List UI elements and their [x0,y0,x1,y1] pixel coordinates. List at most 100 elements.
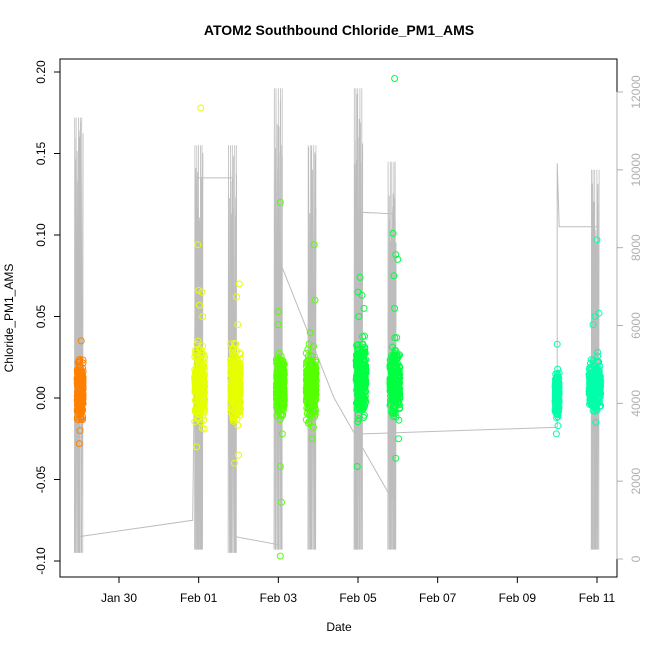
data-point [361,373,369,381]
data-point [235,369,243,377]
data-point [276,416,284,423]
data-point [73,406,81,414]
y-tick-label: -0.05 [34,466,48,494]
data-point [305,418,313,426]
data-point [392,386,400,394]
data-point-outlier [196,301,203,309]
data-point-outlier [199,313,207,320]
data-point [231,367,239,375]
right-tick-label: 8000 [629,234,643,261]
data-point [388,395,396,403]
data-point [396,401,403,409]
data-point [228,405,235,413]
data-point [355,349,363,357]
data-point [388,356,396,364]
data-point [387,358,395,365]
data-point [280,380,288,388]
secondary-line-path [79,163,599,546]
data-point [360,413,368,421]
right-tick-label: 0 [629,555,643,562]
data-point [74,409,82,417]
data-point [231,385,238,393]
data-point [195,376,203,384]
data-point [273,387,281,395]
data-point [274,400,281,408]
plot-frame [59,58,618,578]
data-point-outlier [234,321,242,329]
data-point [594,379,602,387]
data-point [197,356,204,364]
data-point-outlier [278,498,285,506]
data-point [276,391,284,399]
x-tick-label: Feb 07 [419,591,457,605]
right-tick-label: 2000 [629,467,643,494]
data-point [362,388,370,395]
data-point-outlier [593,236,601,244]
data-point-outlier [197,104,205,112]
data-point [75,358,83,366]
data-point-outlier [193,443,201,451]
data-point [201,354,209,362]
data-point [200,384,208,392]
right-tick-label: 4000 [629,390,643,417]
data-point-outlier [233,293,240,301]
data-point [228,394,236,402]
data-point [554,393,562,401]
data-point-outlier [276,552,284,560]
data-point [236,355,244,363]
data-point [356,368,364,376]
data-point [358,390,366,398]
data-point [75,370,83,378]
data-point [278,383,286,391]
data-point [74,359,82,367]
x-axis: Jan 30 Feb 01 Feb 03 Feb 05 Feb 07 Feb 09 Feb … [101,576,616,605]
data-point [394,366,402,374]
data-point [199,412,207,420]
x-tick-label: Jan 30 [101,591,137,605]
data-point-outlier [311,296,319,304]
data-point [196,394,204,402]
data-point [233,415,241,423]
y-tick-label: 0.05 [34,304,48,328]
y-tick-label: 0.00 [34,386,48,410]
data-point [306,402,314,410]
data-point [587,366,595,374]
data-point [233,410,241,418]
data-point-outlier [75,440,83,448]
data-point [310,342,317,350]
data-point [596,381,604,389]
data-point [191,406,199,413]
data-point [311,369,319,377]
data-point [594,385,602,393]
data-point-outlier [553,340,561,348]
data-point [200,416,208,424]
secondary-line-spike [273,88,283,550]
data-point-outlier [595,309,603,317]
data-point [231,352,239,360]
data-point [304,345,312,353]
data-point [193,340,201,348]
data-point [231,394,239,402]
data-point [278,361,286,369]
data-point-outlier [77,337,85,345]
data-point [391,354,399,361]
data-point-outlier [310,241,318,249]
data-point-outlier [389,229,397,237]
data-point [200,425,208,433]
data-point-outlier [194,241,202,249]
data-point [280,397,288,404]
data-point [79,395,86,402]
data-point [196,361,204,369]
data-point [551,405,559,413]
data-point [362,356,370,364]
data-point [355,415,363,423]
data-point [231,339,238,347]
data-point [361,383,369,391]
data-point [593,371,601,378]
data-point [77,387,85,395]
data-point [392,413,400,421]
data-point-outlier [306,329,314,337]
data-point [279,405,287,413]
data-point-outlier [231,459,238,467]
